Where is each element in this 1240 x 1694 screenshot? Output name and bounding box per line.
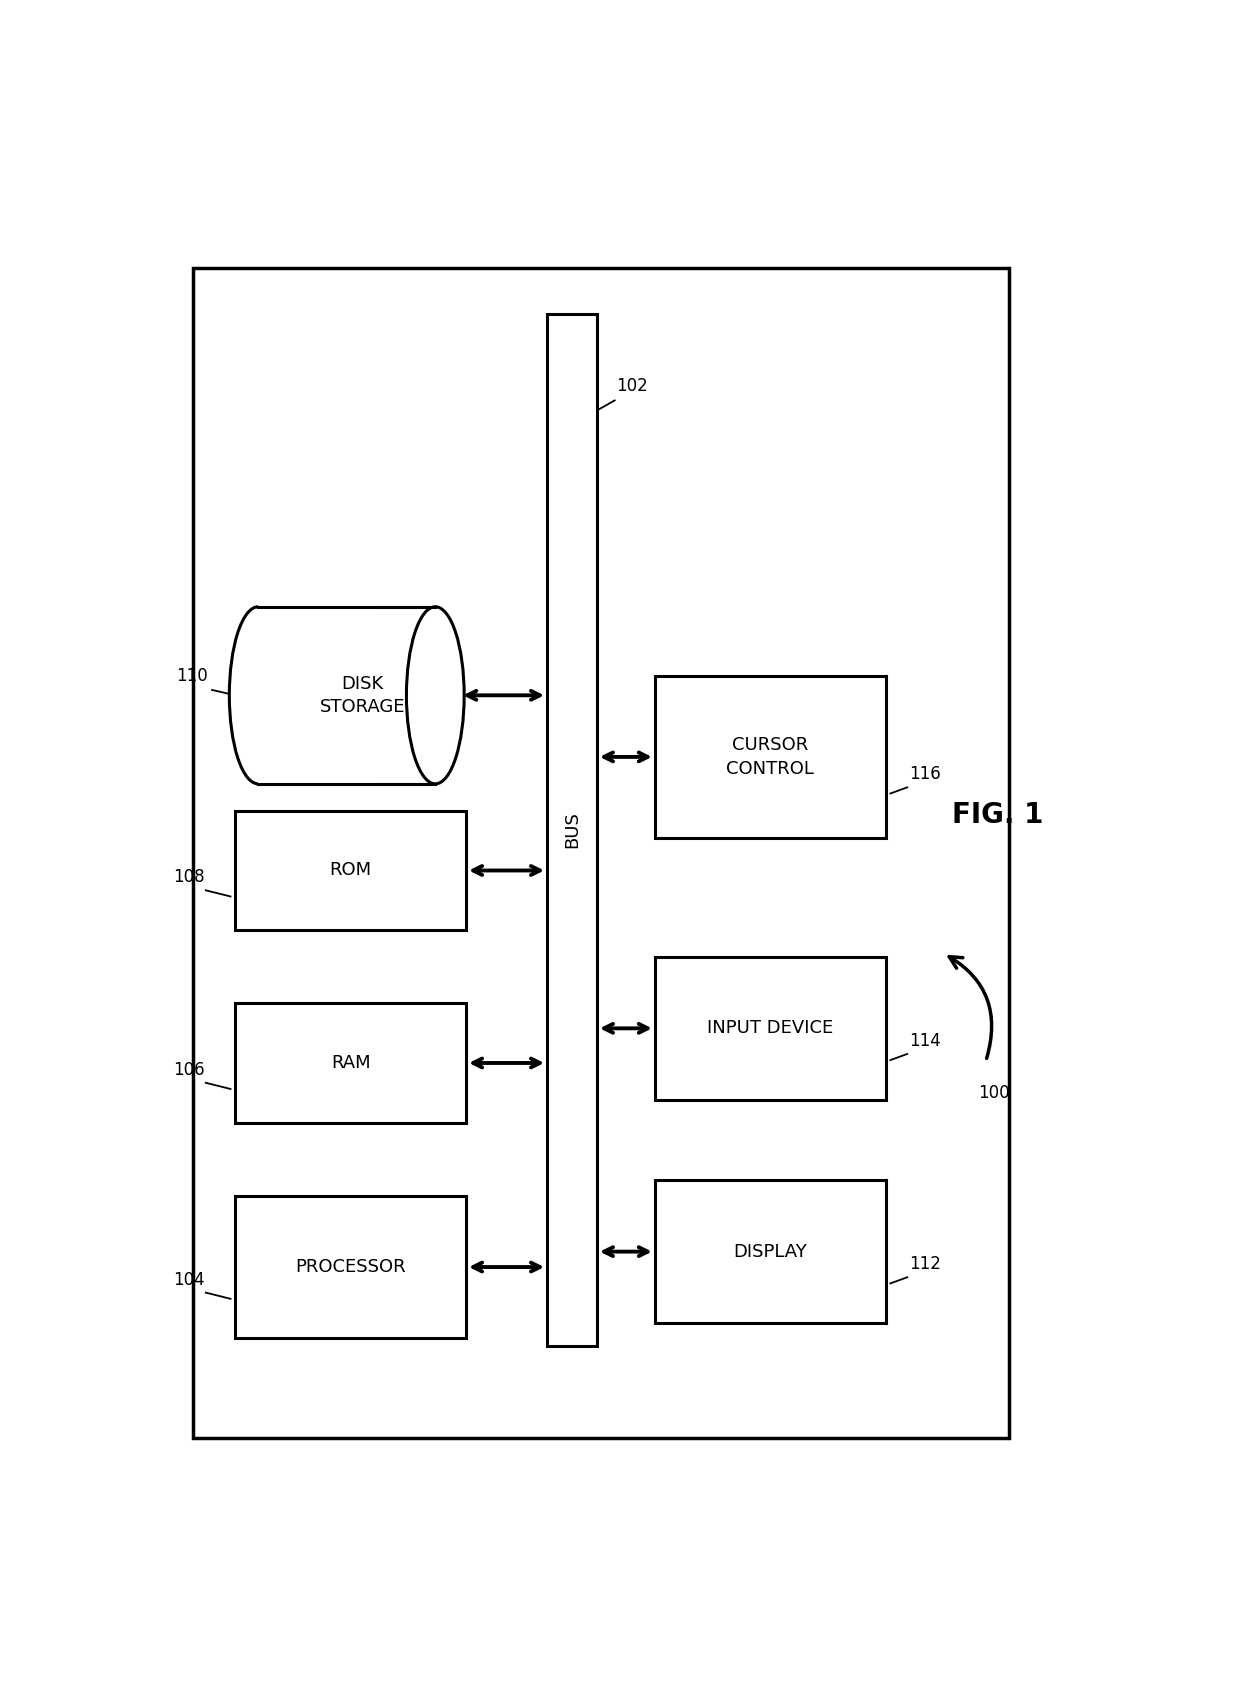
Text: 106: 106 bbox=[172, 1060, 205, 1079]
Text: FIG. 1: FIG. 1 bbox=[952, 801, 1043, 828]
Bar bbox=[655, 676, 885, 839]
Ellipse shape bbox=[229, 606, 288, 784]
Text: RAM: RAM bbox=[331, 1054, 371, 1072]
Text: 108: 108 bbox=[172, 869, 205, 886]
Text: ROM: ROM bbox=[330, 862, 372, 879]
Text: 110: 110 bbox=[176, 667, 208, 686]
Text: CURSOR
CONTROL: CURSOR CONTROL bbox=[727, 737, 815, 778]
Ellipse shape bbox=[407, 606, 464, 784]
Bar bbox=[258, 606, 435, 784]
Text: 100: 100 bbox=[977, 1084, 1009, 1103]
Text: 114: 114 bbox=[909, 1032, 941, 1050]
Text: DISK
STORAGE: DISK STORAGE bbox=[320, 674, 405, 717]
Text: DISPLAY: DISPLAY bbox=[733, 1243, 807, 1260]
Text: 116: 116 bbox=[909, 766, 941, 783]
Bar bbox=[258, 605, 376, 786]
Text: 102: 102 bbox=[616, 378, 649, 395]
Bar bbox=[192, 268, 1009, 1438]
Text: 104: 104 bbox=[172, 1270, 205, 1289]
Bar bbox=[547, 313, 596, 1347]
Bar bbox=[236, 811, 466, 930]
Text: BUS: BUS bbox=[563, 811, 582, 849]
Text: 112: 112 bbox=[909, 1255, 941, 1274]
Bar bbox=[236, 1196, 466, 1338]
Bar bbox=[236, 1003, 466, 1123]
Text: INPUT DEVICE: INPUT DEVICE bbox=[707, 1020, 833, 1037]
Bar bbox=[655, 957, 885, 1099]
Bar bbox=[655, 1181, 885, 1323]
Text: PROCESSOR: PROCESSOR bbox=[295, 1259, 405, 1276]
